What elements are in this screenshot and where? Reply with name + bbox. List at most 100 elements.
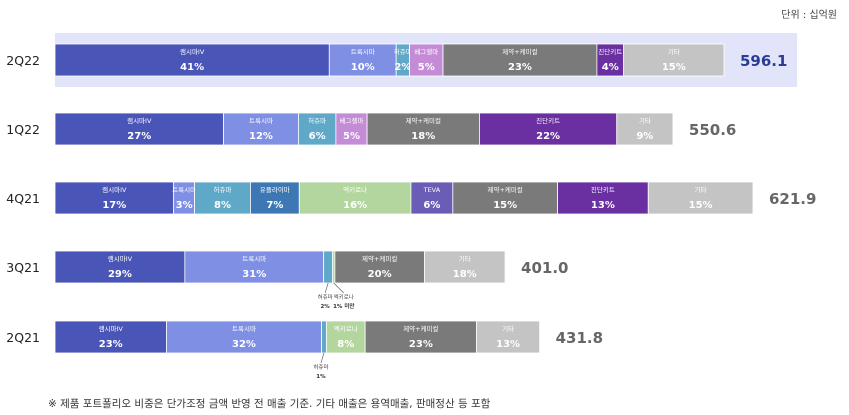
bar-segment [334, 250, 425, 284]
segment-value-label: 12% [249, 131, 273, 142]
segment-value-label: 17% [102, 200, 126, 211]
segment-name-label: 베그젤마 [340, 116, 364, 125]
segment-value-label: 6% [423, 200, 440, 211]
segment-name-label: 램시마IV [102, 185, 127, 194]
bar-segment [184, 250, 325, 284]
bar-segment [409, 43, 444, 77]
callout-value-label: 1% [316, 374, 326, 380]
segment-value-label: 5% [418, 62, 435, 73]
segment-value-label: 18% [411, 131, 435, 142]
segment-value-label: 9% [636, 131, 653, 142]
bar-segment [54, 320, 167, 354]
segment-value-label: 3% [176, 200, 193, 211]
segment-name-label: 엑키로나 [334, 324, 358, 333]
segment-value-label: 18% [453, 269, 477, 280]
total-value-label: 550.6 [689, 121, 736, 139]
bar-segment [596, 43, 625, 77]
total-value-label: 431.8 [556, 329, 603, 347]
segment-name-label: 기타 [668, 47, 680, 56]
segment-name-label: 허쥬마 [394, 47, 412, 56]
segment-value-label: 32% [232, 339, 256, 350]
segment-name-label: 유플라이마 [260, 185, 290, 194]
callout-line [333, 282, 344, 294]
segment-name-label: 진단키트 [536, 116, 560, 125]
bar-segment [616, 112, 674, 146]
callout-line [324, 282, 329, 294]
segment-value-label: 13% [496, 339, 520, 350]
segment-name-label: 트룩시마 [232, 324, 256, 333]
segment-name-label: 제약+케미컬 [362, 254, 397, 263]
segment-name-label: 트룩시마 [172, 185, 196, 194]
bar-segment [557, 181, 649, 215]
bar-segment [250, 181, 300, 215]
segment-name-label: 램시마IV [108, 254, 133, 263]
segment-name-label: 트룩시마 [242, 254, 266, 263]
segment-name-label: 제약+케미컬 [502, 47, 537, 56]
segment-value-label: 7% [266, 200, 283, 211]
bar-segment [54, 250, 186, 284]
segment-value-label: 15% [689, 200, 713, 211]
bar-segment [54, 112, 224, 146]
segment-name-label: 제약+케미컬 [406, 116, 441, 125]
segment-name-label: 트룩시마 [351, 47, 375, 56]
segment-name-label: 램시마IV [127, 116, 152, 125]
segment-value-label: 23% [99, 339, 123, 350]
bar-segment [479, 112, 618, 146]
segment-value-label: 13% [591, 200, 615, 211]
segment-value-label: 15% [662, 62, 686, 73]
segment-name-label: 기타 [695, 185, 707, 194]
segment-value-label: 4% [602, 62, 619, 73]
bar-segment [623, 43, 725, 77]
segment-name-label: 제약+케미컬 [403, 324, 438, 333]
segment-value-label: 2% [394, 62, 411, 73]
segment-name-label: 진단키트 [598, 47, 622, 56]
category-label: 3Q21 [6, 260, 40, 275]
unit-label: 단위 : 십억원 [781, 10, 837, 21]
category-label: 1Q22 [6, 122, 40, 137]
segment-value-label: 23% [508, 62, 532, 73]
segment-value-label: 6% [309, 131, 326, 142]
segment-name-label: TEVA [423, 186, 441, 194]
segment-value-label: 29% [108, 269, 132, 280]
segment-value-label: 31% [242, 269, 266, 280]
segment-name-label: 엑키로나 [343, 185, 367, 194]
bar-segment [335, 112, 368, 146]
segment-value-label: 8% [337, 339, 354, 350]
segment-value-label: 10% [351, 62, 375, 73]
category-label: 4Q21 [6, 191, 40, 206]
callout-name-label: 엑키로나 [334, 293, 354, 301]
callout-value-label: 2% [320, 304, 330, 310]
category-label: 2Q21 [6, 330, 40, 345]
bar-segment [424, 250, 506, 284]
bar-segment [476, 320, 541, 354]
segment-name-label: 기타 [502, 324, 514, 333]
segment-value-label: 8% [214, 200, 231, 211]
total-value-label: 596.1 [740, 52, 787, 70]
segment-name-label: 제약+케미컬 [488, 185, 523, 194]
stacked-bar-chart: 2Q22 램시마IV 41% 트룩시마 10% 허쥬마 2% 베그젤마 5% 제약+케미컬 23% 진… [6, 33, 816, 380]
segment-name-label: 기타 [459, 254, 471, 263]
segment-value-label: 23% [409, 339, 433, 350]
segment-value-label: 5% [343, 131, 360, 142]
segment-name-label: 허쥬마 [308, 116, 326, 125]
segment-name-label: 트룩시마 [249, 116, 273, 125]
bar-segment [452, 181, 558, 215]
segment-value-label: 41% [180, 62, 204, 73]
bar-segment [194, 181, 251, 215]
bar-segment [298, 112, 337, 146]
bar-segment [410, 181, 454, 215]
segment-name-label: 램시마IV [180, 47, 205, 56]
bar-segment [223, 112, 299, 146]
callout-value-label: 1% 미만 [333, 302, 354, 310]
total-value-label: 401.0 [521, 259, 568, 277]
bar-segment [54, 43, 330, 77]
segment-value-label: 22% [536, 131, 560, 142]
segment-value-label: 15% [493, 200, 517, 211]
segment-name-label: 허쥬마 [214, 185, 232, 194]
segment-name-label: 진단키트 [591, 185, 615, 194]
category-label: 2Q22 [6, 53, 40, 68]
segment-value-label: 16% [343, 200, 367, 211]
bar-segment [166, 320, 322, 354]
segment-value-label: 20% [368, 269, 392, 280]
callout-name-label: 허쥬마 [318, 293, 333, 301]
